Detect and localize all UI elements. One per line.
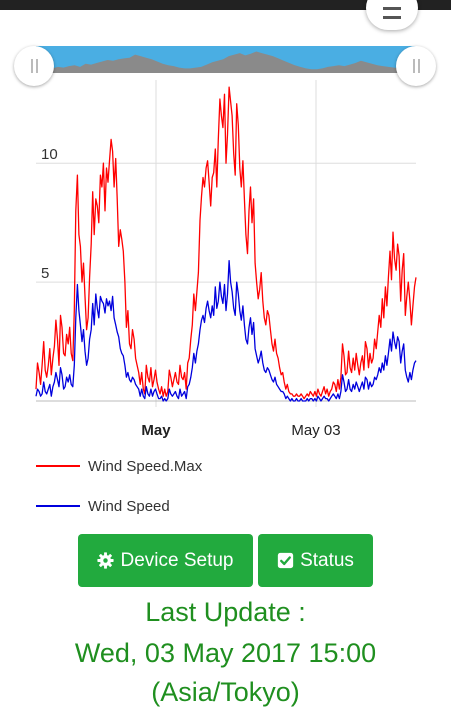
legend-item-wind-speed[interactable]: Wind Speed: [36, 494, 336, 518]
gear-icon: [97, 552, 115, 569]
last-update-datetime: Wed, 03 May 2017 15:00: [74, 638, 377, 668]
top-bar: [0, 0, 451, 10]
legend-line-blue: [36, 505, 80, 507]
navigator-left-handle[interactable]: [14, 46, 54, 86]
status-label: Status: [300, 549, 354, 571]
last-update-timezone: (Asia/Tokyo): [151, 677, 300, 707]
x-tick-label: May: [141, 422, 171, 439]
legend-line-red: [36, 465, 80, 467]
y-tick-label: 5: [41, 265, 49, 282]
series-line-wind-speed-max: [35, 86, 417, 400]
x-tick-label: May 03: [291, 422, 340, 439]
series-line-wind-speed: [35, 260, 417, 402]
navigator-svg: [36, 46, 416, 73]
device-setup-label: Device Setup: [120, 549, 234, 571]
device-setup-button[interactable]: Device Setup: [78, 534, 253, 587]
chart-series: [35, 86, 417, 402]
legend-item-wind-speed-max[interactable]: Wind Speed.Max: [36, 454, 336, 478]
wind-speed-chart: 5 10 May May 03: [35, 80, 417, 439]
chart-tick-labels: 5 10 May May 03: [41, 146, 341, 439]
hamburger-menu-icon: [383, 7, 401, 19]
menu-button[interactable]: [366, 0, 418, 30]
legend-label: Wind Speed: [88, 497, 170, 515]
status-button[interactable]: Status: [258, 534, 373, 587]
last-update-heading: Last Update :: [145, 597, 306, 627]
navigator-right-handle[interactable]: [396, 46, 436, 86]
chart-navigator[interactable]: [0, 38, 451, 86]
legend-label: Wind Speed.Max: [88, 457, 203, 475]
navigator-series-area: [36, 51, 416, 73]
y-tick-label: 10: [41, 146, 58, 163]
check-square-icon: [277, 552, 294, 569]
chart-grid: [36, 80, 416, 407]
